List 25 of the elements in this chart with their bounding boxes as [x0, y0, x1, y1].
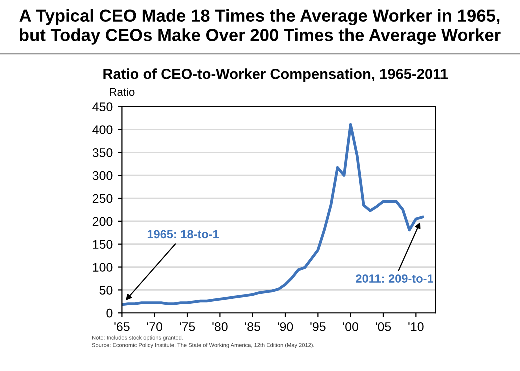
- y-tick-label: 250: [92, 194, 113, 204]
- y-tick-label: 150: [93, 240, 113, 250]
- chart-title: A Typical CEO Made 18 Times the Average Worker in 1965, but Today CEOs Make Over 200 Times the Average Worker: [20, 9, 501, 45]
- y-tick-label: 350: [92, 148, 113, 158]
- y-tick-label: 100: [93, 263, 113, 272]
- chart-subtitle: Ratio of CEO-to-Worker Compensation, 1965-2011: [104, 68, 448, 82]
- annotation: 2011: 209-to-1: [356, 274, 434, 283]
- y-axis-title: Ratio: [110, 88, 135, 96]
- y-tick-label: 200: [92, 217, 113, 226]
- y-tick-label: 0: [106, 308, 113, 318]
- y-tick-label: 50: [100, 286, 113, 295]
- y-tick-label: 300: [92, 171, 113, 180]
- x-tick-label: '70: [147, 322, 163, 332]
- annotation: 1965: 18-to-1: [148, 230, 220, 239]
- x-tick-label: '10: [408, 322, 424, 332]
- x-tick-label: '90: [278, 322, 294, 332]
- x-tick-label: '05: [376, 322, 392, 332]
- x-tick-label: '80: [212, 322, 228, 332]
- x-tick-label: '75: [180, 322, 196, 332]
- x-tick-label: '00: [343, 322, 358, 332]
- y-tick-label: 450: [92, 102, 113, 112]
- x-tick-label: '85: [245, 322, 260, 332]
- y-tick-label: 400: [92, 126, 113, 134]
- x-tick-label: '95: [310, 322, 326, 332]
- x-tick-label: '65: [114, 322, 130, 332]
